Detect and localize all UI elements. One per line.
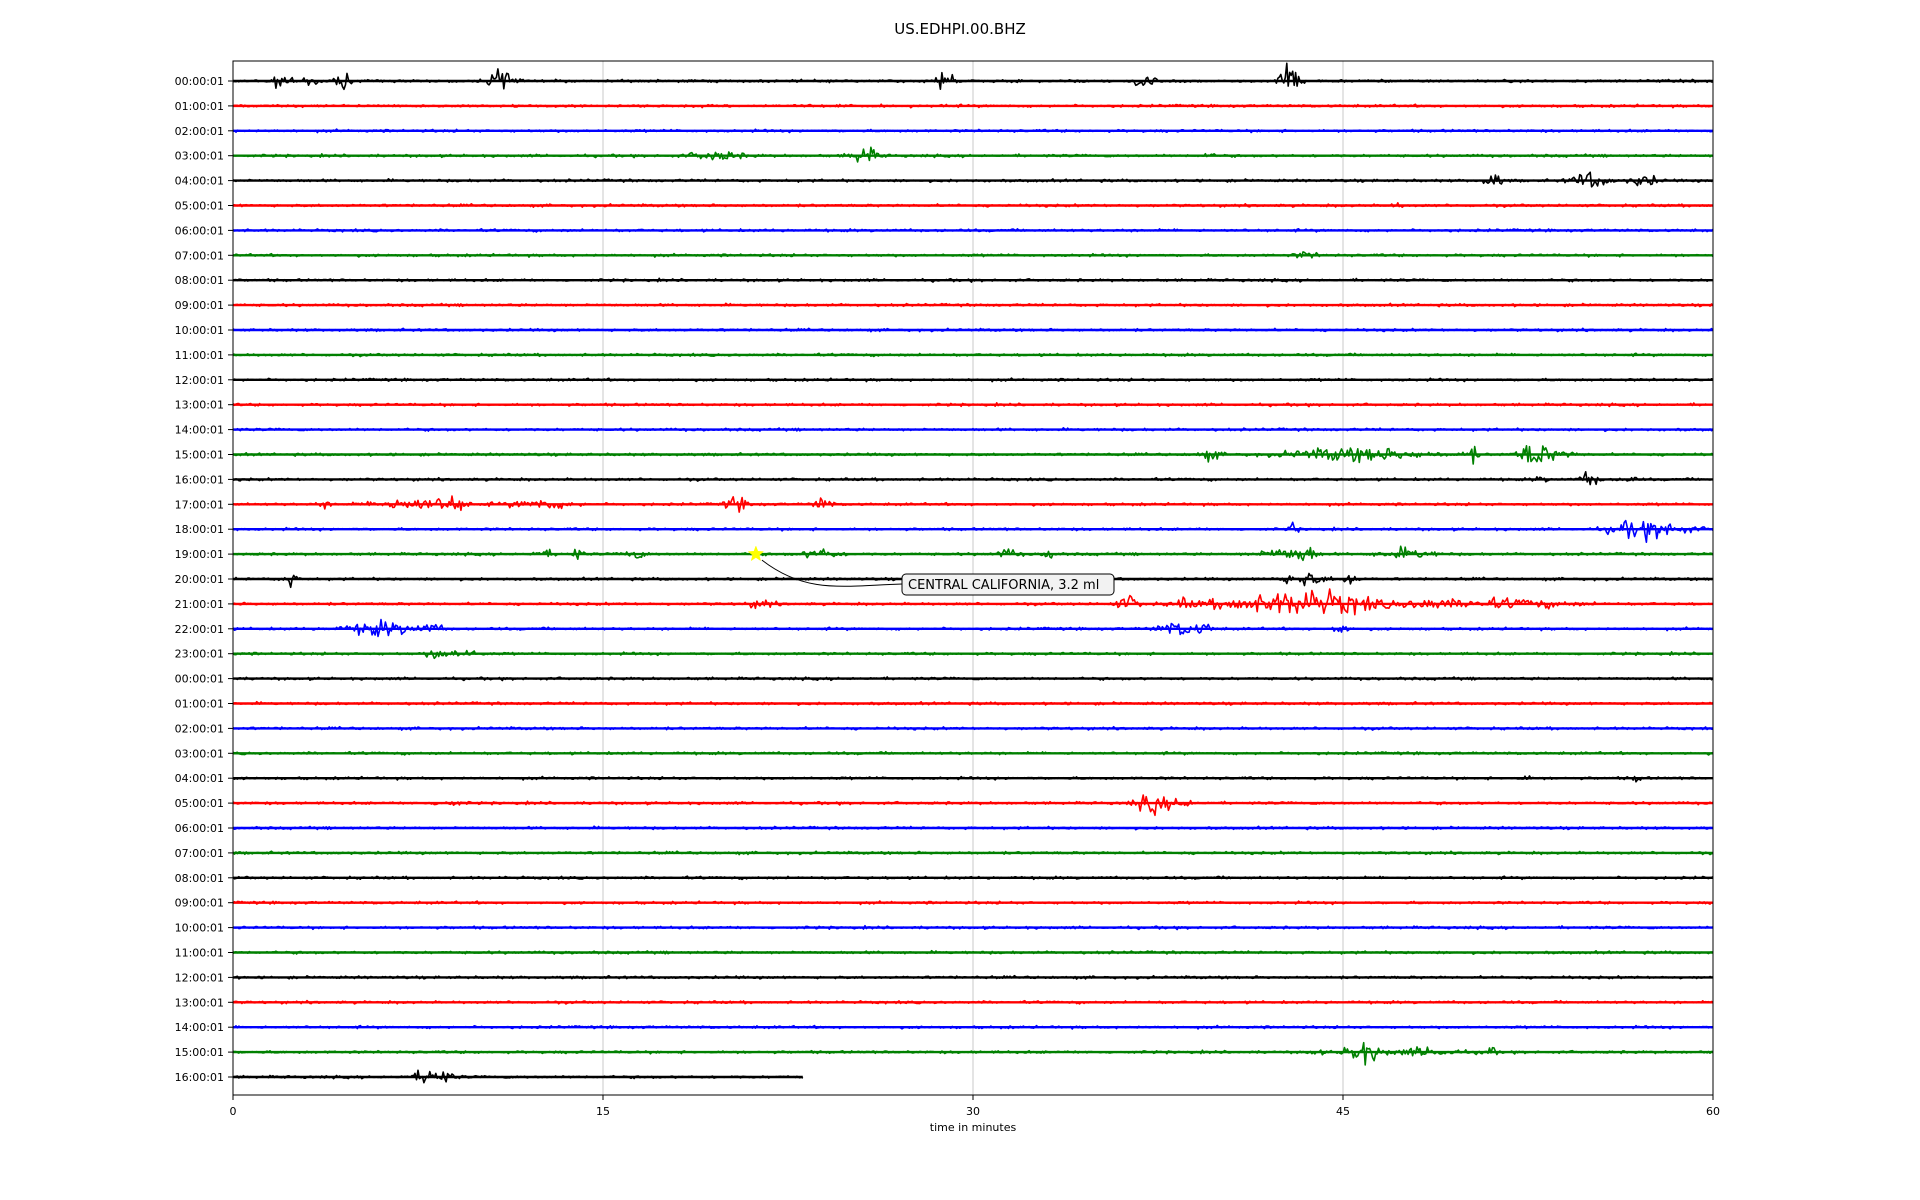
- x-tick-label: 0: [230, 1105, 237, 1118]
- event-label: CENTRAL CALIFORNIA, 3.2 ml: [908, 578, 1099, 593]
- y-tick-label: 16:00:01: [175, 473, 224, 486]
- y-tick-label: 04:00:01: [175, 175, 224, 188]
- y-tick-label: 01:00:01: [175, 100, 224, 113]
- x-tick-label: 30: [966, 1105, 980, 1118]
- y-tick-label: 10:00:01: [175, 324, 224, 337]
- axes: 00:00:01 01:00:01 02:00:01 03:00:01 04:00:01…: [175, 60, 1720, 1134]
- y-tick-label: 06:00:01: [175, 822, 224, 835]
- y-tick-label: 05:00:01: [175, 797, 224, 810]
- x-axis-label: time in minutes: [930, 1121, 1017, 1134]
- y-tick-label: 14:00:01: [175, 424, 224, 437]
- x-tick-label: 60: [1706, 1105, 1720, 1118]
- y-tick-label: 01:00:01: [175, 698, 224, 711]
- event-leader-line: [761, 559, 903, 587]
- y-tick-label: 19:00:01: [175, 548, 224, 561]
- y-tick-label: 18:00:01: [175, 523, 224, 536]
- y-tick-label: 12:00:01: [175, 971, 224, 984]
- y-tick-label: 05:00:01: [175, 200, 224, 213]
- y-tick-label: 04:00:01: [175, 772, 224, 785]
- y-tick-label: 03:00:01: [175, 150, 224, 163]
- y-tick-label: 10:00:01: [175, 922, 224, 935]
- y-tick-label: 08:00:01: [175, 274, 224, 287]
- y-tick-label: 00:00:01: [175, 75, 224, 88]
- y-tick-label: 15:00:01: [175, 1046, 224, 1059]
- y-tick-label: 02:00:01: [175, 722, 224, 735]
- y-tick-label: 07:00:01: [175, 249, 224, 262]
- y-tick-label: 23:00:01: [175, 648, 224, 661]
- y-tick-label: 00:00:01: [175, 673, 224, 686]
- y-tick-label: 12:00:01: [175, 374, 224, 387]
- y-tick-label: 02:00:01: [175, 125, 224, 138]
- y-tick-label: 08:00:01: [175, 872, 224, 885]
- event-annotation: CENTRAL CALIFORNIA, 3.2 ml: [747, 545, 1115, 596]
- y-tick-label: 06:00:01: [175, 224, 224, 237]
- event-star-marker: [747, 545, 765, 562]
- chart-title: US.EDHPI.00.BHZ: [894, 20, 1026, 38]
- y-tick-label: 14:00:01: [175, 1021, 224, 1034]
- x-tick-label: 15: [596, 1105, 610, 1118]
- event-label-box: [901, 573, 1115, 596]
- y-tick-label: 03:00:01: [175, 747, 224, 760]
- y-tick-label: 21:00:01: [175, 598, 224, 611]
- y-tick-label: 13:00:01: [175, 996, 224, 1009]
- x-tick-label: 45: [1336, 1105, 1350, 1118]
- y-tick-label: 09:00:01: [175, 897, 224, 910]
- y-tick-label: 17:00:01: [175, 498, 224, 511]
- y-tick-label: 15:00:01: [175, 449, 224, 462]
- y-tick-label: 09:00:01: [175, 299, 224, 312]
- y-tick-label: 20:00:01: [175, 573, 224, 586]
- y-tick-label: 11:00:01: [175, 947, 224, 960]
- y-tick-label: 16:00:01: [175, 1071, 224, 1084]
- traces: [232, 62, 1714, 1084]
- y-tick-label: 11:00:01: [175, 349, 224, 362]
- y-tick-label: 07:00:01: [175, 847, 224, 860]
- y-tick-label: 22:00:01: [175, 623, 224, 636]
- y-tick-label: 13:00:01: [175, 399, 224, 412]
